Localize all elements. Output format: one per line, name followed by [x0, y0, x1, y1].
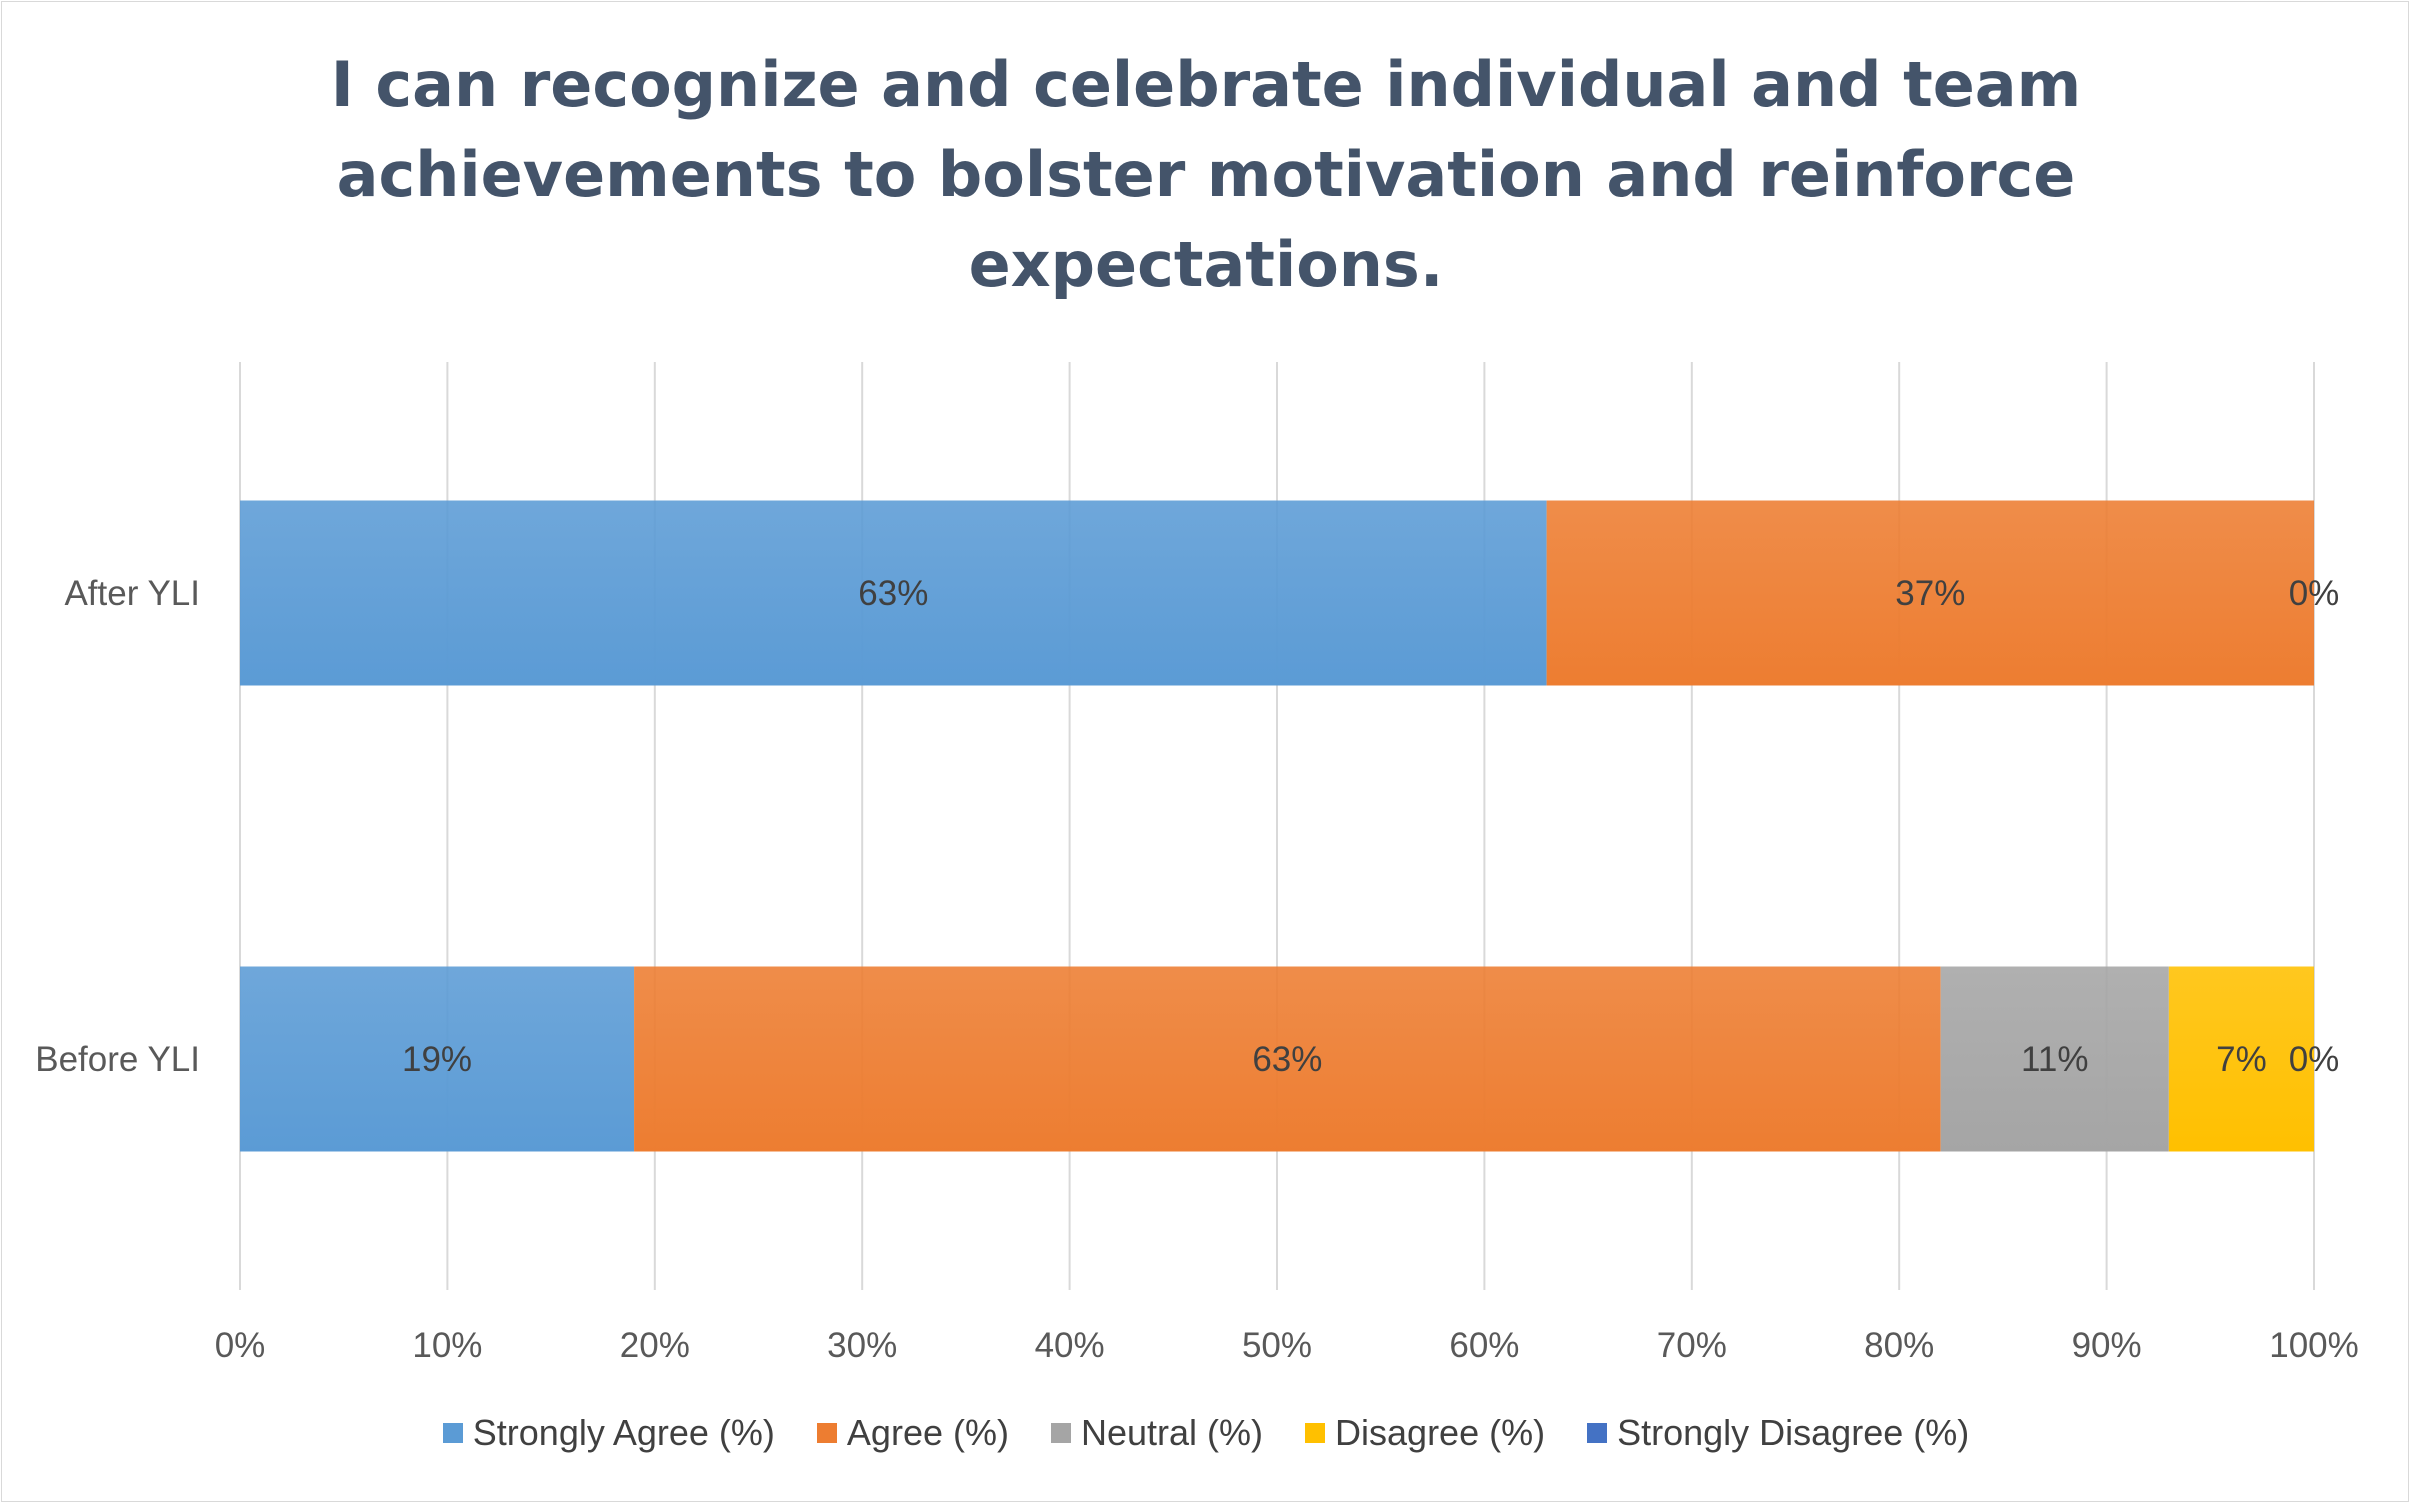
category-label: After YLI	[64, 574, 200, 613]
x-tick-label: 80%	[1864, 1326, 1934, 1365]
x-tick-label: 10%	[412, 1326, 482, 1365]
x-tick-label: 70%	[1657, 1326, 1727, 1365]
legend-item: Strongly Agree (%)	[442, 1412, 775, 1454]
chart-title: I can recognize and celebrate individual…	[300, 40, 2112, 310]
x-tick-label: 20%	[620, 1326, 690, 1365]
legend-label: Strongly Agree (%)	[472, 1412, 775, 1453]
bar-segment	[634, 966, 1941, 1152]
legend-label: Neutral (%)	[1080, 1412, 1264, 1453]
bar-segment	[1546, 500, 2314, 686]
legend-swatch	[1587, 1423, 1608, 1443]
legend-swatch	[1305, 1423, 1326, 1443]
data-label: 63%	[1252, 1040, 1322, 1079]
chart-title-line-2: achievements to bolster motivation and r…	[336, 138, 2076, 211]
legend-item: Strongly Disagree (%)	[1587, 1412, 1969, 1454]
legend-swatch	[816, 1423, 837, 1443]
data-label: 37%	[1895, 574, 1965, 613]
legend-label: Agree (%)	[846, 1412, 1009, 1453]
bar-segment	[2168, 966, 2314, 1152]
legend-swatch	[442, 1423, 463, 1443]
chart-legend: Strongly Agree (%) Agree (%) Neutral (%) Di…	[0, 1408, 2412, 1458]
x-tick-label: 40%	[1035, 1326, 1105, 1365]
x-tick-label: 50%	[1242, 1326, 1312, 1365]
legend-label: Disagree (%)	[1335, 1412, 1546, 1453]
x-tick-label: 60%	[1449, 1326, 1519, 1365]
x-tick-label: 100%	[2269, 1326, 2359, 1365]
category-label: Before YLI	[35, 1040, 200, 1079]
data-label: 11%	[2021, 1040, 2088, 1079]
data-label: 19%	[402, 1040, 472, 1079]
data-label: 63%	[858, 574, 928, 613]
legend-item: Neutral (%)	[1050, 1412, 1264, 1454]
bar-segment	[1940, 966, 2169, 1152]
data-label: 0%	[2289, 574, 2340, 613]
data-label: 7%	[2216, 1040, 2267, 1079]
legend-label: Strongly Disagree (%)	[1617, 1412, 1970, 1453]
x-tick-label: 30%	[827, 1326, 897, 1365]
x-tick-label: 0%	[215, 1326, 266, 1365]
data-label: 0%	[2289, 1040, 2340, 1079]
bar-segment	[240, 500, 1547, 686]
legend-swatch	[1050, 1423, 1071, 1443]
legend-item: Agree (%)	[816, 1412, 1009, 1454]
chart-title-line-3: expectations.	[968, 228, 1444, 301]
legend-item: Disagree (%)	[1305, 1412, 1545, 1454]
chart-title-line-1: I can recognize and celebrate individual…	[330, 48, 2082, 121]
bar-segment	[240, 966, 635, 1152]
chart-plot: 0% 10% 20% 30% 40% 50% 60% 70% 80% 90% 100% After Y…	[35, 362, 2359, 1365]
x-tick-label: 90%	[2072, 1326, 2142, 1365]
